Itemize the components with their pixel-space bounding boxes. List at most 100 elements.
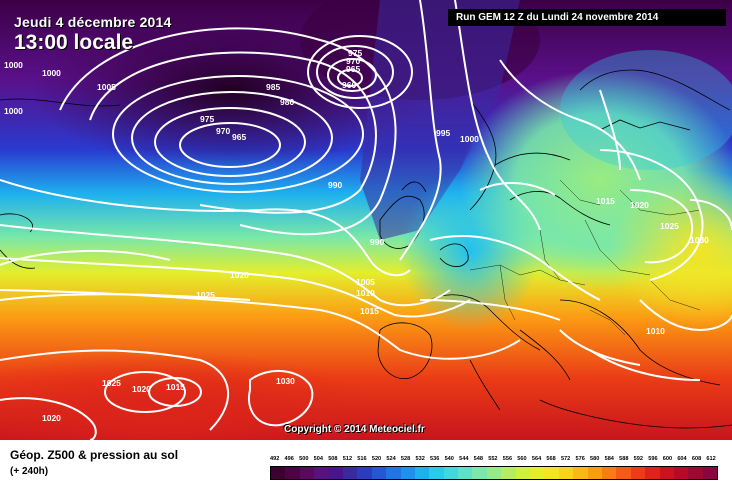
isobar-label: 1030 [690, 235, 709, 245]
scale-swatch [371, 467, 387, 479]
isobar-label: 1025 [660, 221, 679, 231]
isobar-label: 995 [436, 128, 450, 138]
scale-label: 524 [386, 456, 396, 462]
isobar-label: 1010 [646, 326, 665, 336]
scale-swatch [630, 467, 646, 479]
scale-label: 532 [415, 456, 425, 462]
scale-swatch [688, 467, 703, 479]
isobar-label: 985 [266, 82, 280, 92]
isobar-label: 990 [328, 180, 342, 190]
scale-label: 548 [473, 456, 483, 462]
scale-swatch [472, 467, 487, 479]
scale-swatch [558, 467, 574, 479]
scale-swatch [601, 467, 617, 479]
cyan-northeast [560, 50, 732, 170]
scale-swatch [458, 467, 473, 479]
isobar-label: 1020 [42, 413, 61, 423]
scale-label: 572 [560, 456, 571, 462]
scale-swatch [530, 467, 545, 479]
scale-swatch [443, 467, 459, 479]
isobar-label: 975 [348, 48, 362, 58]
scale-label: 544 [459, 456, 469, 462]
forecast-local-time: 13:00 locale [14, 31, 134, 54]
isobar-label: 1030 [276, 376, 295, 386]
scale-label: 608 [691, 456, 702, 462]
isobar-label: 1000 [4, 106, 23, 116]
isobar-label: 975 [200, 114, 214, 124]
legend-subtitle: (+ 240h) [10, 466, 49, 477]
isobar-label: 1020 [230, 270, 249, 280]
isobar-label: 1000 [460, 134, 479, 144]
isobar-label: 965 [232, 132, 246, 142]
isobar-label: 1005 [356, 277, 375, 287]
scale-swatch [314, 467, 329, 479]
isobar-label: 970 [216, 126, 230, 136]
model-run-info: Run GEM 12 Z du Lundi 24 novembre 2014 [448, 9, 726, 26]
scale-label: 496 [284, 456, 294, 462]
isobar-label: 960 [342, 80, 356, 90]
isobar-labels: 1000 1000 1000 1005 985 980 975 970 965 … [4, 48, 709, 440]
legend-title: Géop. Z500 & pression au sol [10, 448, 179, 462]
isobar-label: 1015 [166, 382, 185, 392]
scale-label: 564 [531, 456, 542, 462]
copyright-notice: Copyright © 2014 Meteociel.fr [284, 424, 425, 435]
scale-swatch [616, 467, 631, 479]
scale-label: 536 [430, 456, 440, 462]
scale-label: 600 [662, 456, 673, 462]
trough-purple [360, 0, 520, 240]
scale-swatch [673, 467, 689, 479]
isobar-label: 965 [346, 64, 360, 74]
isobar-label: 1025 [102, 378, 121, 388]
isobar-label: 1000 [42, 68, 61, 78]
scale-label: 500 [299, 456, 309, 462]
isobar-label: 1015 [360, 306, 379, 316]
scale-label: 540 [444, 456, 454, 462]
coastlines [0, 69, 732, 429]
scale-swatch [271, 467, 286, 479]
scale-swatch [515, 467, 531, 479]
scale-swatch [386, 467, 401, 479]
scale-swatch [342, 467, 358, 479]
isobar-label: 1005 [97, 82, 116, 92]
isobar-label: 1010 [356, 288, 375, 298]
scale-label: 576 [575, 456, 585, 462]
scale-swatch [544, 467, 559, 479]
scale-label: 560 [517, 456, 527, 462]
scale-label: 568 [546, 456, 556, 462]
scale-label: 580 [590, 456, 600, 462]
scale-label: 552 [488, 456, 498, 462]
scale-swatch [501, 467, 516, 479]
isobar-label: 1020 [132, 384, 151, 394]
scale-swatch [328, 467, 343, 479]
scale-label: 504 [313, 456, 323, 462]
scale-swatch [486, 467, 502, 479]
scale-label: 512 [342, 456, 353, 462]
scale-label: 492 [270, 456, 280, 462]
scale-label: 604 [677, 456, 687, 462]
forecast-date: Jeudi 4 décembre 2014 [14, 14, 172, 30]
isobar-label: 980 [280, 97, 294, 107]
scale-label: 592 [633, 456, 644, 462]
scale-label: 516 [357, 456, 367, 462]
scale-label: 612 [706, 456, 716, 462]
high-red-south [0, 350, 380, 440]
color-scale-bar [270, 466, 718, 480]
scale-swatch [429, 467, 444, 479]
scale-label: 596 [648, 456, 658, 462]
weather-map: 1000 1000 1000 1005 985 980 975 970 965 … [0, 0, 732, 440]
scale-swatch [587, 467, 602, 479]
isobars [0, 0, 732, 440]
scale-label: 520 [371, 456, 382, 462]
scale-swatch [400, 467, 415, 479]
scale-label: 508 [328, 456, 338, 462]
legend-panel: Géop. Z500 & pression au sol (+ 240h) 49… [0, 440, 732, 488]
isobar-label: 1020 [630, 200, 649, 210]
borders [469, 179, 701, 336]
scale-label: 588 [619, 456, 629, 462]
scale-swatch [414, 467, 430, 479]
scale-label: 528 [400, 456, 411, 462]
isobar-label: 990 [370, 237, 384, 247]
scale-swatch [299, 467, 315, 479]
isobar-label: 1025 [196, 290, 215, 300]
scale-label: 584 [604, 456, 614, 462]
